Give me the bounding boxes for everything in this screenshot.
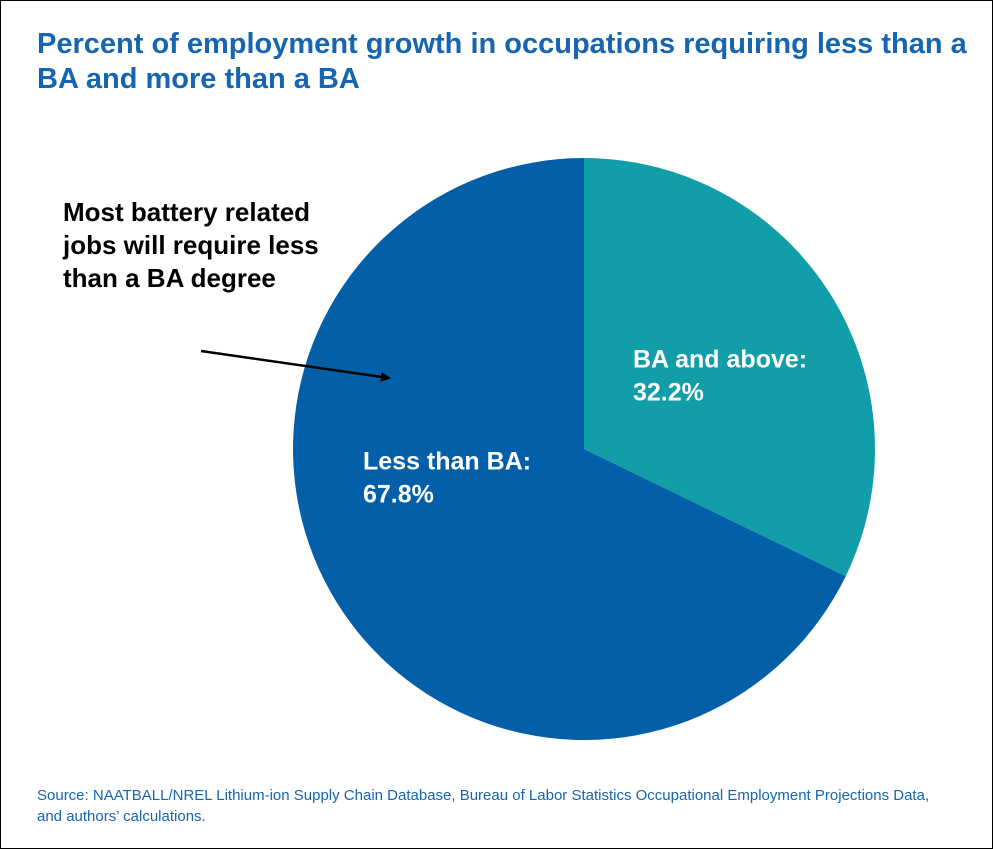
annotation-arrow [200, 349, 391, 382]
source-note: Source: NAATBALL/NREL Lithium-ion Supply… [37, 787, 930, 825]
pie-slice [584, 158, 875, 577]
pie-slice [293, 158, 846, 741]
annotation: Most battery related jobs will require l… [63, 197, 319, 293]
slice-value-label: 67.8% [363, 481, 434, 509]
slice-label: BA and above: [633, 346, 807, 374]
chart-title: Percent of employment growth in occupati… [37, 28, 967, 95]
pie: BA and above: 32.2% Less than BA: 67.8% [293, 158, 875, 741]
slice-label: Less than BA: [363, 448, 531, 476]
slice-value-label: 32.2% [633, 379, 704, 407]
